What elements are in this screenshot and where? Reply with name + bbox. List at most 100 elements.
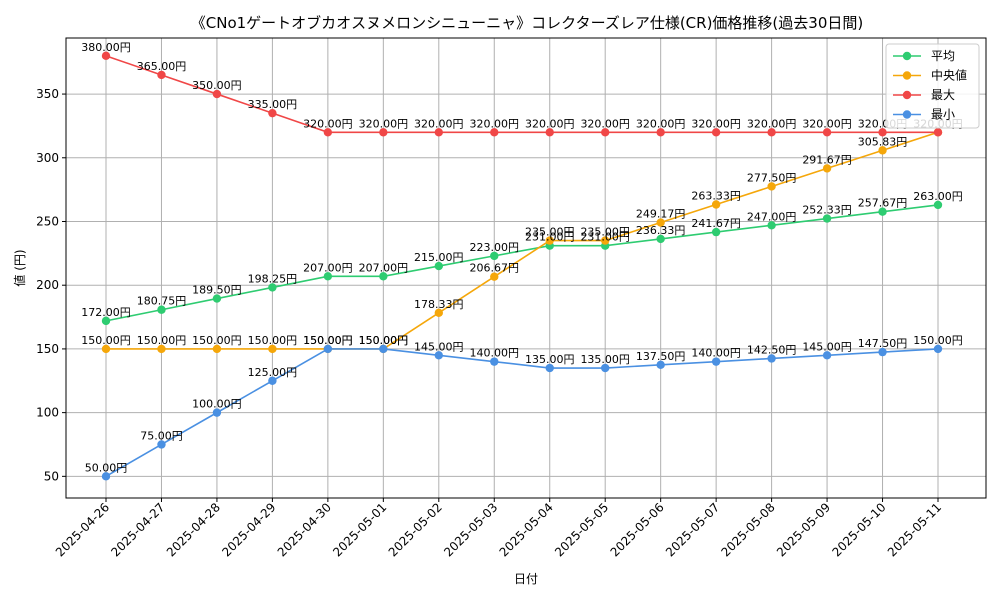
data-label: 100.00円 — [192, 398, 242, 411]
data-label: 178.33円 — [414, 298, 464, 311]
legend-swatch-marker — [902, 71, 912, 80]
y-tick-label: 50 — [44, 469, 59, 483]
data-label: 335.00円 — [248, 98, 298, 111]
data-point — [157, 440, 166, 449]
legend-label: 最小 — [931, 108, 955, 122]
data-point — [323, 272, 333, 281]
data-label: 207.00円 — [359, 261, 409, 274]
y-tick-label: 350 — [36, 87, 59, 101]
data-label: 140.00円 — [691, 347, 741, 360]
data-point — [711, 200, 721, 209]
data-label: 263.33円 — [691, 190, 741, 203]
data-label: 249.17円 — [636, 208, 686, 221]
data-point — [656, 128, 665, 137]
data-point — [822, 164, 832, 173]
data-point — [933, 128, 943, 137]
data-point — [323, 128, 333, 137]
data-label: 150.00円 — [359, 334, 409, 347]
data-label: 380.00円 — [81, 41, 131, 54]
data-point — [767, 221, 776, 230]
plot-frame — [65, 37, 987, 499]
data-label: 150.00円 — [913, 334, 963, 347]
data-label: 320.00円 — [802, 117, 852, 130]
data-point — [933, 200, 943, 210]
data-label: 140.00円 — [470, 347, 520, 360]
data-label: 50.00円 — [85, 461, 128, 474]
series-group — [101, 51, 943, 481]
chart-title: 《CNo1ゲートオブカオスヌメロンシニューニャ》コレクターズレア仕様(CR)価格… — [191, 14, 863, 32]
data-point — [545, 363, 554, 373]
data-label: 145.00円 — [802, 340, 852, 353]
legend-label: 平均 — [931, 49, 955, 63]
data-point — [490, 272, 499, 281]
y-tick-label: 100 — [36, 406, 59, 420]
data-point — [490, 251, 499, 261]
data-label: 235.00円 — [525, 226, 575, 239]
data-point — [545, 128, 554, 137]
data-label: 150.00円 — [248, 334, 298, 347]
legend-box — [885, 43, 980, 129]
data-point — [268, 344, 277, 354]
data-point — [379, 344, 388, 354]
data-point — [268, 376, 277, 385]
data-label: 320.00円 — [525, 117, 575, 130]
data-point — [434, 308, 443, 318]
data-label: 320.00円 — [691, 117, 741, 130]
data-point — [767, 128, 776, 137]
data-label: 320.00円 — [580, 117, 630, 130]
x-tick-label: 2025-05-04 — [497, 500, 556, 559]
data-label: 231.00円 — [580, 231, 630, 244]
data-label: 172.00円 — [81, 306, 131, 319]
x-tick-label: 2025-04-30 — [275, 500, 334, 559]
y-tick-label: 150 — [36, 342, 59, 356]
legend-swatch-marker — [902, 90, 912, 100]
data-label: 231.00円 — [525, 231, 575, 244]
data-label: 257.67円 — [858, 197, 908, 210]
data-label: 320.00円 — [414, 117, 464, 130]
data-label: 252.33円 — [802, 204, 852, 217]
x-tick-label: 2025-05-09 — [774, 500, 833, 559]
data-point — [157, 305, 166, 314]
data-point — [212, 294, 222, 303]
data-point — [101, 316, 111, 326]
x-axis-label: 日付 — [514, 572, 538, 586]
data-label: 180.75円 — [137, 295, 187, 308]
series-line — [105, 55, 938, 134]
y-axis: 50 100 150 200 250 300 350 — [36, 87, 66, 483]
data-point — [212, 408, 222, 417]
x-tick-label: 2025-04-28 — [164, 500, 223, 559]
data-point — [379, 272, 388, 281]
series-line — [106, 131, 939, 350]
data-label: 150.00円 — [81, 334, 131, 347]
grid — [66, 38, 986, 498]
data-label: 365.00円 — [137, 60, 187, 73]
data-label: 142.50円 — [747, 343, 797, 356]
x-tick-label: 2025-05-02 — [386, 500, 445, 559]
data-point — [601, 236, 610, 245]
data-point — [711, 227, 721, 237]
x-axis: 2025-04-262025-04-272025-04-282025-04-29… — [53, 498, 944, 559]
data-label: 320.00円 — [359, 117, 409, 130]
data-point — [268, 108, 277, 118]
data-label: 236.33円 — [636, 224, 686, 237]
data-label: 150.00円 — [303, 334, 353, 347]
data-labels: 172.00円 180.75円 189.50円 198.25円 207.00円 207.0… — [81, 41, 963, 474]
data-point — [656, 234, 665, 244]
data-point — [656, 360, 665, 370]
data-point — [933, 344, 943, 354]
data-label: 135.00円 — [525, 353, 575, 366]
x-tick-label: 2025-05-11 — [885, 500, 944, 559]
data-label: 198.25円 — [248, 272, 298, 285]
y-axis-label: 値 (円) — [12, 249, 27, 286]
data-label: 277.50円 — [747, 171, 797, 184]
data-label: 320.00円 — [470, 117, 520, 130]
data-label: 206.67円 — [470, 262, 520, 275]
data-point — [822, 128, 832, 137]
data-label: 320.00円 — [303, 117, 353, 130]
data-point — [711, 128, 721, 137]
data-label: 207.00円 — [303, 261, 353, 274]
data-label: 223.00円 — [470, 241, 520, 254]
series-line — [105, 204, 939, 322]
x-tick-label: 2025-05-01 — [330, 500, 389, 559]
